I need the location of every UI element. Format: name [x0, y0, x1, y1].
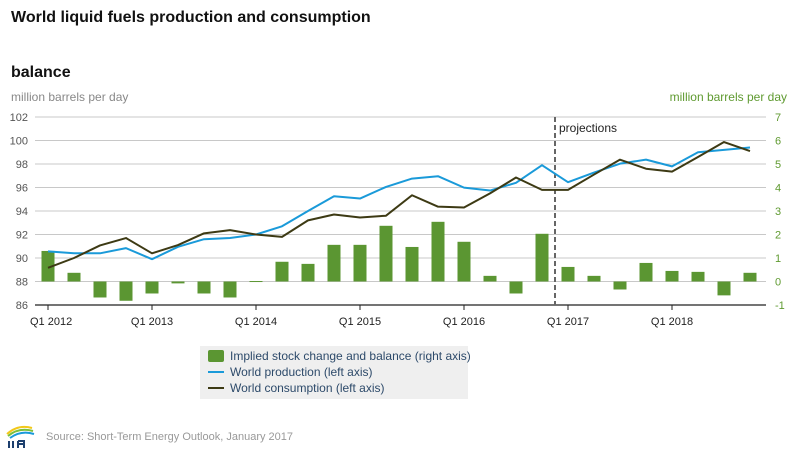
legend-swatch-bar: [208, 350, 224, 362]
projections-annotation: projections: [559, 121, 617, 135]
chart-subtitle: balance: [11, 64, 71, 81]
bar-q4-2016: [535, 233, 549, 282]
right-tick-label: 5: [775, 159, 781, 171]
left-tick-label: 98: [16, 159, 28, 171]
x-tick-label: Q1 2015: [339, 316, 381, 328]
bar-q2-2016: [483, 275, 497, 282]
left-tick-label: 102: [10, 112, 28, 124]
bar-q3-2012: [93, 281, 107, 298]
right-tick-label: -1: [775, 300, 785, 312]
x-tick-label: Q1 2016: [443, 316, 485, 328]
bar-q2-2015: [379, 225, 393, 282]
legend-label: World production (left axis): [230, 365, 373, 379]
chart-title: World liquid fuels production and consum…: [11, 9, 371, 26]
production-line: [47, 146, 751, 261]
left-tick-label: 92: [16, 230, 28, 242]
left-tick-label: 96: [16, 183, 28, 195]
legend: Implied stock change and balance (right …: [200, 346, 471, 399]
legend-swatch-line: [208, 371, 224, 373]
bar-q3-2018: [717, 281, 731, 296]
x-tick-label: Q1 2017: [547, 316, 589, 328]
left-tick-label: 100: [10, 136, 28, 148]
bar-q2-2018: [691, 271, 705, 282]
bar-q4-2017: [639, 262, 653, 282]
x-tick-label: Q1 2012: [30, 316, 72, 328]
bar-q1-2017: [561, 266, 575, 282]
legend-label: World consumption (left axis): [230, 381, 385, 395]
legend-item-stock-change: Implied stock change and balance (right …: [208, 349, 471, 363]
bar-q3-2017: [613, 281, 627, 290]
x-tick-label: Q1 2014: [235, 316, 277, 328]
right-tick-label: 0: [775, 277, 781, 289]
bar-q2-2012: [67, 272, 81, 282]
right-tick-label: 1: [775, 253, 781, 265]
bar-q1-2014: [249, 281, 263, 283]
bar-q4-2015: [431, 221, 445, 282]
bar-q3-2013: [197, 281, 211, 294]
left-tick-label: 94: [16, 206, 28, 218]
x-tick-label: Q1 2013: [131, 316, 173, 328]
right-tick-label: 7: [775, 112, 781, 124]
bar-q2-2014: [275, 261, 289, 282]
bar-q3-2014: [301, 263, 315, 282]
bar-q1-2015: [353, 244, 367, 282]
legend-item-production: World production (left axis): [208, 365, 373, 379]
right-tick-label: 4: [775, 183, 781, 195]
bar-q1-2018: [665, 270, 679, 282]
bar-q2-2017: [587, 275, 601, 282]
bar-q1-2012: [41, 250, 55, 282]
legend-label: Implied stock change and balance (right …: [230, 349, 471, 363]
right-tick-label: 2: [775, 230, 781, 242]
legend-item-consumption: World consumption (left axis): [208, 381, 385, 395]
legend-swatch-line: [208, 387, 224, 389]
left-tick-label: 88: [16, 277, 28, 289]
right-tick-label: 3: [775, 206, 781, 218]
right-axis-label: million barrels per day: [669, 90, 787, 104]
eia-logo: [6, 425, 35, 448]
left-tick-label: 86: [16, 300, 28, 312]
bar-q3-2016: [509, 281, 523, 294]
bar-q4-2012: [119, 281, 133, 301]
left-axis-label: million barrels per day: [11, 90, 129, 104]
source-note: Source: Short-Term Energy Outlook, Janua…: [46, 431, 294, 443]
right-tick-label: 6: [775, 136, 781, 148]
bar-q2-2013: [171, 281, 185, 284]
bar-q3-2015: [405, 246, 419, 282]
bar-q4-2013: [223, 281, 237, 298]
bar-q1-2016: [457, 241, 471, 282]
bar-q4-2014: [327, 244, 341, 282]
consumption-line: [47, 141, 751, 269]
x-tick-label: Q1 2018: [651, 316, 693, 328]
bar-q4-2018: [743, 272, 757, 282]
bar-q1-2013: [145, 281, 159, 294]
left-tick-label: 90: [16, 253, 28, 265]
